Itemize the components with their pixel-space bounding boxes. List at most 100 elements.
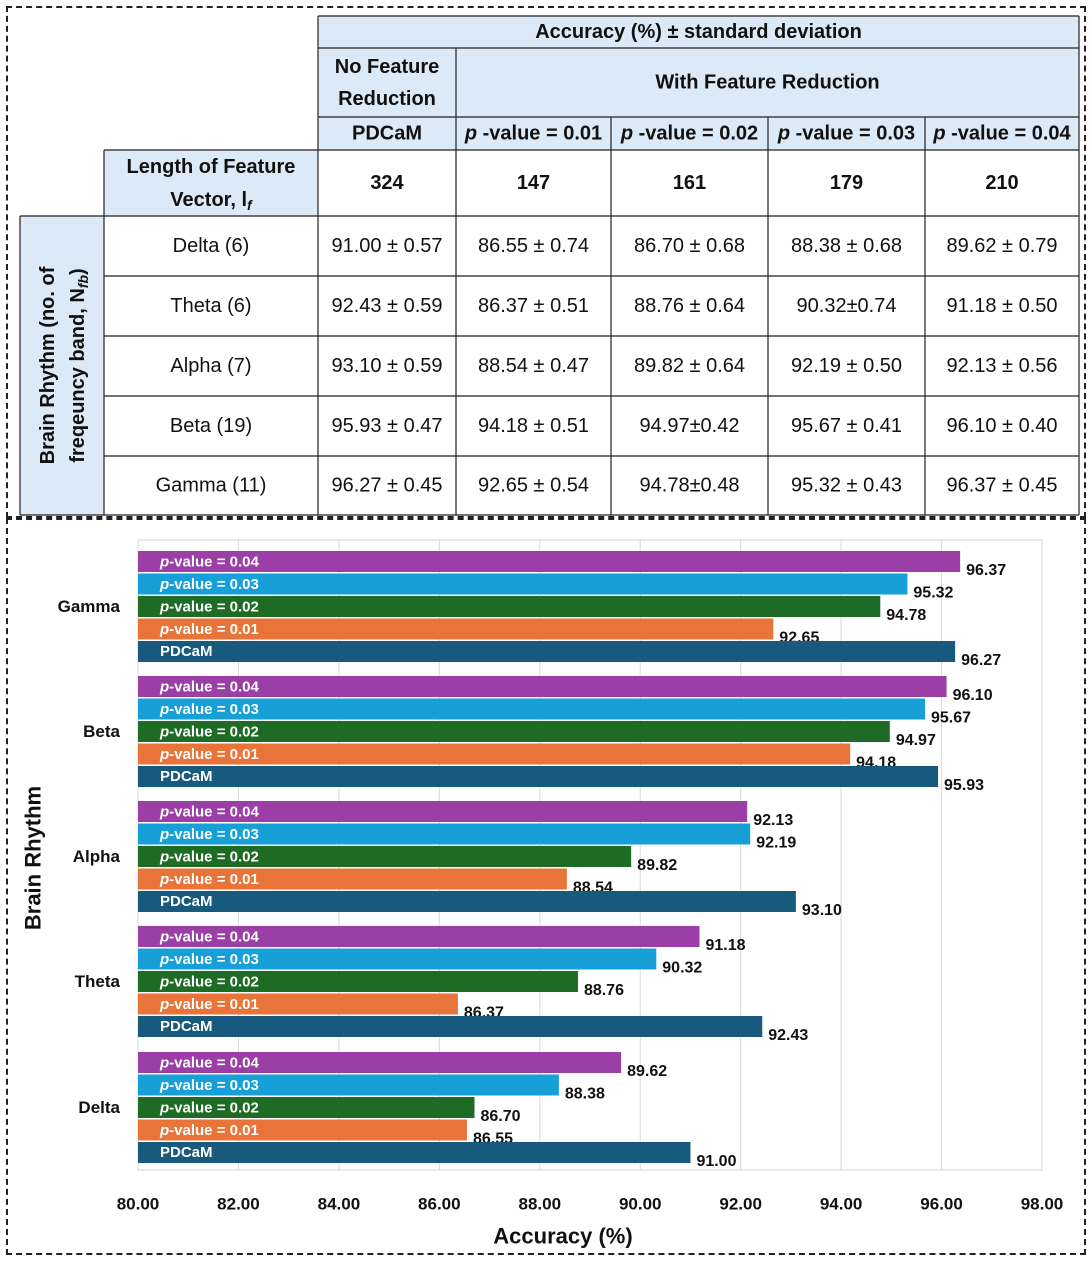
bar [138,846,632,867]
row-group-label-line: Brain Rhythm (no. of [37,266,59,464]
bar-series-label: p-value = 0.03 [159,826,259,843]
bar-value-label: 88.38 [565,1086,605,1103]
x-tick-label: 90.00 [619,1195,662,1214]
x-tick-label: 88.00 [519,1195,562,1214]
x-axis-title: Accuracy (%) [493,1224,632,1249]
bar-series-label: p-value = 0.03 [159,951,259,968]
bar [138,868,567,890]
bar-value-label: 92.19 [756,835,796,852]
rhythm-row-label: Delta (6) [173,235,250,257]
feature-length-value: 179 [830,172,863,194]
accuracy-cell: 86.70 ± 0.68 [634,235,745,257]
bar-series-label: p-value = 0.02 [159,1099,259,1116]
bar-value-label: 95.67 [931,710,971,727]
bar [138,551,961,572]
bar-series-label: p-value = 0.02 [159,723,259,740]
bar-series-label: p-value = 0.04 [159,928,259,945]
x-tick-label: 98.00 [1021,1195,1064,1214]
bar [138,1016,763,1037]
bar-value-label: 94.97 [896,732,936,749]
accuracy-cell: 96.10 ± 0.40 [946,415,1057,437]
accuracy-cell: 95.67 ± 0.41 [791,415,902,437]
length-label: Length of Feature [127,156,296,178]
accuracy-cell: 94.97±0.42 [640,415,740,437]
bar [138,573,908,595]
bar-series-label: PDCaM [160,893,213,910]
bar-value-label: 88.76 [584,982,624,999]
accuracy-cell: 91.00 ± 0.57 [331,235,442,257]
accuracy-cell: 88.54 ± 0.47 [478,355,589,377]
accuracy-cell: 92.65 ± 0.54 [478,475,589,497]
accuracy-cell: 96.37 ± 0.45 [946,475,1057,497]
bar-series-label: p-value = 0.04 [159,1054,259,1071]
bar [138,618,774,640]
category-label: Alpha [73,847,121,866]
table-panel-border [6,6,1086,518]
chart-panel-border [6,518,1086,1255]
y-axis-title-group: Brain Rhythm [21,786,46,930]
feature-length-value: 161 [673,172,706,194]
bar-value-label: 92.13 [753,812,793,829]
bar-value-label: 93.10 [802,902,842,919]
bar-series-label: p-value = 0.03 [159,576,259,593]
bar-value-label: 91.18 [705,937,745,954]
category-label: Gamma [58,597,121,616]
accuracy-cell: 89.82 ± 0.64 [634,355,745,377]
bar-value-label: 89.62 [627,1063,667,1080]
bar-series-label: p-value = 0.01 [159,621,259,638]
bar [138,926,700,947]
rhythm-row-label: Gamma (11) [156,475,267,497]
x-tick-label: 84.00 [318,1195,361,1214]
bar [138,698,925,720]
accuracy-cell: 93.10 ± 0.59 [331,355,442,377]
category-label: Delta [78,1098,120,1117]
method-header: PDCaM [352,123,422,145]
bar-series-label: PDCaM [160,1144,213,1161]
accuracy-cell: 90.32±0.74 [797,295,897,317]
table-main-header: Accuracy (%) ± standard deviation [535,21,862,43]
method-header: p -value = 0.01 [464,123,602,145]
bar [138,1052,622,1073]
bar [138,721,890,742]
no-feature-reduction-header: Reduction [338,88,436,110]
length-label: Vector, lf [170,189,253,213]
bar-series-label: PDCaM [160,1018,213,1035]
bar [138,801,748,822]
bar [138,1119,467,1141]
y-axis-title: Brain Rhythm [21,786,46,930]
x-tick-label: 92.00 [719,1195,762,1214]
rhythm-row-label: Theta (6) [170,295,251,317]
method-header: p -value = 0.02 [620,123,758,145]
bar [138,743,851,765]
bar-series-label: p-value = 0.02 [159,598,259,615]
bar-value-label: 91.00 [696,1153,736,1170]
bar-value-label: 94.78 [886,607,926,624]
bar-value-label: 92.43 [768,1027,808,1044]
accuracy-cell: 96.27 ± 0.45 [331,475,442,497]
bar [138,1074,559,1096]
accuracy-cell: 91.18 ± 0.50 [946,295,1057,317]
category-label: Beta [83,722,120,741]
accuracy-cell: 86.55 ± 0.74 [478,235,589,257]
accuracy-cell: 94.18 ± 0.51 [478,415,589,437]
with-feature-reduction-header: With Feature Reduction [655,72,879,94]
accuracy-cell: 92.19 ± 0.50 [791,355,902,377]
accuracy-cell: 88.38 ± 0.68 [791,235,902,257]
feature-length-value: 324 [370,172,404,194]
bar-value-label: 86.70 [480,1108,520,1125]
feature-length-value: 210 [985,172,1018,194]
bar [138,766,939,787]
bar-series-label: p-value = 0.01 [159,746,259,763]
accuracy-cell: 89.62 ± 0.79 [946,235,1057,257]
accuracy-cell: 94.78±0.48 [640,475,740,497]
accuracy-cell: 92.43 ± 0.59 [331,295,442,317]
x-tick-label: 82.00 [217,1195,260,1214]
bar [138,891,796,912]
category-label: Theta [75,972,121,991]
bar-value-label: 96.27 [961,652,1001,669]
bar-series-label: p-value = 0.01 [159,996,259,1013]
bar-series-label: p-value = 0.01 [159,1122,259,1139]
bar-value-label: 96.37 [966,562,1006,579]
bar [138,641,956,662]
bar [138,823,751,845]
